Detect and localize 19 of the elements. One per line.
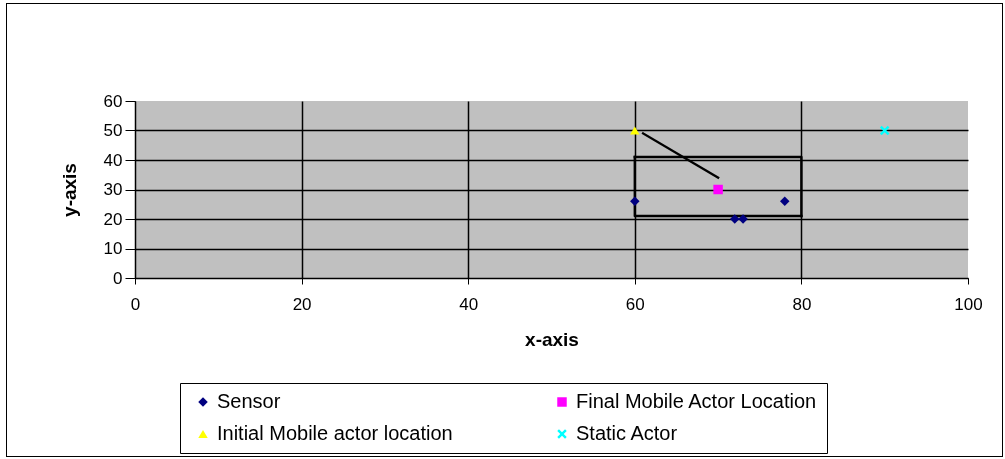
y-tick-label: 30 [103, 180, 123, 199]
y-tick-label: 50 [103, 121, 123, 140]
y-tick-label: 20 [103, 209, 123, 229]
y-tick-label: 60 [103, 91, 123, 111]
y-tick-label: 40 [103, 150, 123, 170]
y-tick-label: 0 [113, 268, 123, 288]
legend-label: Sensor [217, 390, 281, 412]
x-tick-label: 100 [954, 294, 983, 314]
x-axis-title: x-axis [525, 328, 579, 350]
y-tick-label: 10 [103, 239, 123, 258]
legend-label: Initial Mobile actor location [217, 422, 453, 444]
legend-label: Static Actor [576, 422, 678, 444]
legend-label: Final Mobile Actor Location [576, 390, 817, 412]
y-axis-title: y-axis [58, 163, 80, 217]
x-tick-label: 20 [292, 294, 312, 314]
x-tick-label: 40 [459, 294, 479, 314]
x-tick-label: 0 [130, 294, 141, 314]
x-tick-label: 60 [625, 294, 645, 314]
x-tick-label: 80 [792, 294, 812, 314]
